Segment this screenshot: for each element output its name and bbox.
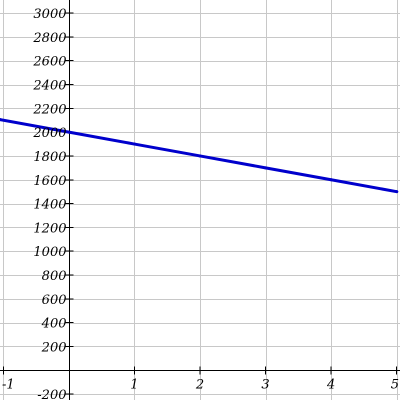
x-tick-label: 5 [391, 378, 399, 393]
y-tick-label: 400 [41, 317, 67, 332]
y-tick-label: 800 [42, 269, 67, 284]
data-point [264, 166, 268, 170]
data-point [0, 118, 2, 122]
y-tick-label: 1600 [33, 174, 66, 189]
y-tick-label: 1400 [33, 198, 66, 213]
tick-label-layer: -200 200 400 600 800 1000 1200 1400 1600 1800 2000… [2, 7, 399, 400]
y-tick-label: 1200 [33, 221, 66, 236]
y-tick-label: 2400 [32, 79, 66, 94]
data-point [132, 142, 136, 146]
x-tick-label: -1 [2, 378, 15, 393]
y-tick-label: 2200 [32, 102, 66, 117]
data-point [198, 154, 202, 158]
y-tick-label: 2800 [32, 31, 66, 46]
x-tick-label: 1 [130, 378, 138, 393]
y-tick-label: -200 [37, 388, 66, 400]
x-tick-label: 3 [261, 378, 269, 393]
y-tick-label: 1800 [33, 150, 66, 165]
x-tick-label: 2 [195, 378, 204, 393]
x-tick-label: 4 [326, 378, 335, 393]
y-tick-label: 1000 [33, 245, 66, 260]
y-tick-label: 3000 [33, 7, 66, 22]
y-tick-label: 600 [42, 293, 67, 308]
y-tick-label: 200 [41, 340, 67, 355]
series-layer [0, 118, 399, 194]
data-point [67, 130, 71, 134]
y-tick-label: 2000 [32, 126, 66, 141]
data-point [329, 178, 333, 182]
y-tick-label: 2600 [32, 55, 66, 70]
data-point [395, 190, 399, 194]
